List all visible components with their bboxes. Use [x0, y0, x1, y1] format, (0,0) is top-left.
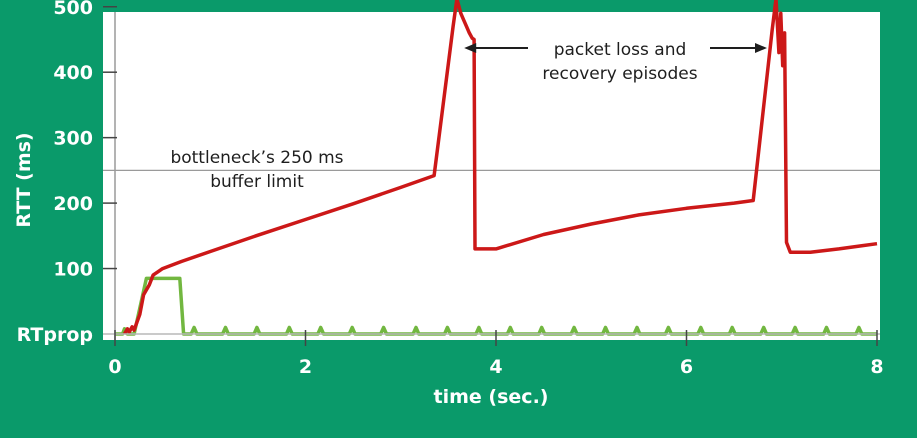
- y-tick-label: 200: [53, 193, 93, 215]
- x-axis-label: time (sec.): [434, 386, 549, 408]
- y-axis-label: RTT (ms): [13, 132, 35, 227]
- x-tick-label: 0: [108, 356, 121, 378]
- x-tick-label: 2: [299, 356, 312, 378]
- x-tick-label: 6: [680, 356, 693, 378]
- y-tick-label: 400: [53, 62, 93, 84]
- x-tick-label: 4: [489, 356, 502, 378]
- series-line-cubic: [122, 0, 878, 335]
- annotation-arrowhead-right: [754, 43, 767, 53]
- y-tick-label: 100: [53, 259, 93, 281]
- y-tick-label: 500: [53, 0, 93, 19]
- annotation-arrowhead-left: [464, 43, 477, 53]
- annotation-label: packet loss and: [554, 40, 687, 60]
- plot-area: [103, 12, 880, 340]
- x-tick-label: 8: [870, 356, 883, 378]
- annotation-label: recovery episodes: [542, 64, 697, 84]
- rtprop-label: RTprop: [17, 324, 93, 346]
- buffer-limit-label: bottleneck’s 250 ms: [170, 148, 343, 168]
- buffer-limit-label: buffer limit: [210, 172, 304, 192]
- y-tick-label: 300: [53, 128, 93, 150]
